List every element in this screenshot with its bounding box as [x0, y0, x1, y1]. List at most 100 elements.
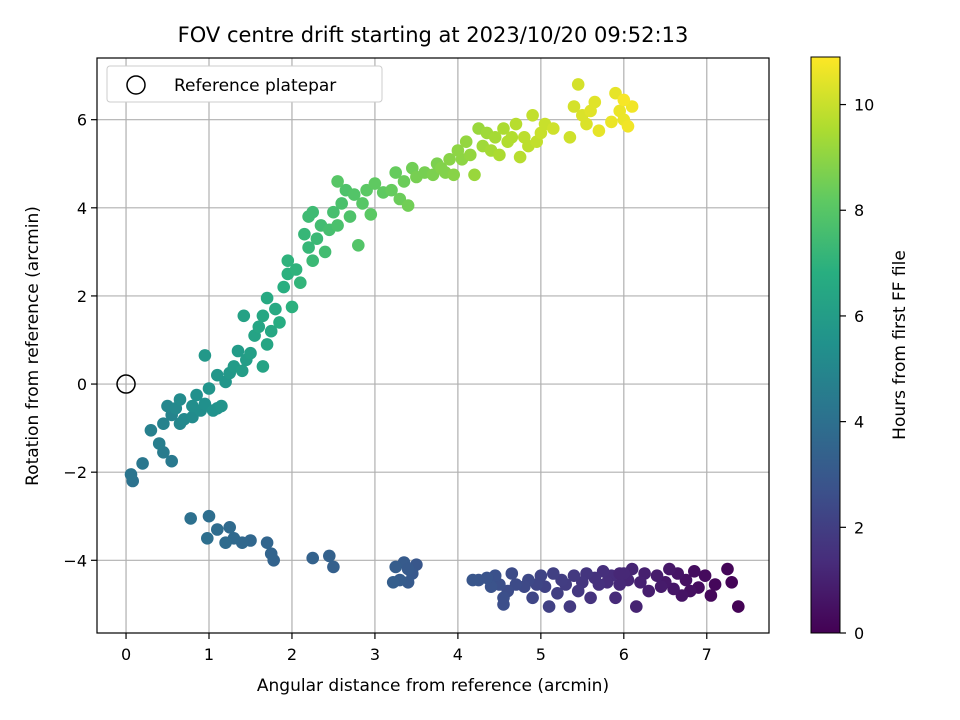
data-point — [642, 584, 655, 598]
y-tick-label: 4 — [77, 199, 87, 218]
data-point — [497, 122, 510, 135]
grid-lines — [97, 58, 769, 633]
data-point — [323, 549, 336, 563]
data-point — [567, 569, 581, 582]
data-point — [509, 117, 523, 131]
data-point — [401, 199, 415, 212]
x-tick-label: 7 — [702, 645, 712, 664]
colorbar: 0 2 4 6 8 10 Hours from first FF file — [810, 56, 910, 643]
data-point — [704, 589, 718, 602]
colorbar-gradient — [810, 56, 841, 634]
data-point — [567, 100, 581, 113]
data-point — [202, 509, 216, 523]
data-point — [331, 175, 344, 188]
data-point — [269, 302, 282, 316]
data-point — [202, 382, 216, 395]
y-tick-label: −4 — [63, 551, 87, 570]
data-point — [347, 188, 361, 201]
data-point — [526, 591, 539, 605]
data-point — [542, 600, 556, 613]
y-tick-label: 0 — [77, 375, 87, 394]
data-point — [343, 210, 357, 223]
data-point — [352, 239, 365, 252]
data-point — [223, 521, 236, 534]
data-point — [252, 320, 266, 334]
colorbar-ticks: 0 2 4 6 8 10 — [840, 96, 874, 643]
colorbar-tick-label: 10 — [854, 96, 874, 115]
data-point — [124, 468, 138, 481]
data-point — [264, 324, 278, 338]
data-point — [157, 417, 170, 431]
data-point — [281, 254, 295, 267]
colorbar-tick-label: 0 — [854, 624, 864, 643]
data-point — [464, 148, 477, 162]
data-point — [306, 254, 320, 267]
data-point — [617, 93, 631, 107]
x-tick-label: 2 — [287, 645, 297, 664]
x-tick-label: 6 — [619, 645, 629, 664]
data-point — [488, 131, 502, 144]
data-point — [513, 150, 527, 164]
data-point — [721, 562, 734, 576]
data-point — [443, 153, 456, 166]
legend: Reference platepar — [106, 65, 383, 103]
data-point — [152, 437, 166, 450]
data-point — [613, 567, 626, 580]
data-point — [327, 560, 340, 574]
data-points — [124, 78, 745, 613]
data-point — [136, 457, 149, 470]
data-point — [302, 241, 315, 254]
x-tick-label: 1 — [204, 645, 214, 664]
data-point — [231, 344, 245, 358]
data-point — [588, 95, 602, 109]
data-point — [219, 536, 232, 549]
colorbar-tick-label: 8 — [854, 201, 864, 220]
data-point — [273, 316, 286, 329]
data-point — [571, 584, 585, 598]
data-point — [289, 263, 303, 276]
data-point — [563, 131, 577, 144]
data-point — [547, 567, 560, 580]
data-point — [190, 388, 203, 402]
data-point — [318, 245, 332, 259]
data-point — [725, 576, 738, 589]
data-point — [609, 591, 622, 605]
data-point — [698, 569, 712, 582]
data-point — [260, 291, 274, 305]
reference-platepar-marker — [116, 374, 136, 394]
y-tick-label: 2 — [77, 287, 87, 306]
data-point — [298, 227, 311, 241]
data-point — [184, 512, 197, 525]
data-point — [563, 600, 577, 613]
data-point — [663, 562, 676, 576]
legend-box — [106, 65, 383, 103]
data-point — [397, 175, 411, 188]
data-point — [605, 115, 618, 129]
data-point — [264, 547, 278, 560]
colorbar-tick-label: 4 — [854, 413, 864, 432]
data-point — [294, 276, 307, 290]
data-point — [235, 364, 249, 378]
data-point — [526, 109, 539, 122]
x-tick-label: 0 — [121, 645, 131, 664]
data-point — [468, 168, 481, 182]
data-point — [385, 183, 398, 197]
legend-label: Reference platepar — [174, 76, 336, 96]
data-point — [389, 166, 403, 179]
data-point — [630, 600, 643, 613]
data-point — [613, 578, 626, 591]
data-point — [215, 399, 228, 413]
data-point — [201, 532, 214, 545]
data-point — [708, 578, 722, 591]
data-point — [165, 454, 178, 468]
data-point — [634, 576, 647, 589]
data-point — [285, 300, 299, 314]
data-point — [505, 567, 519, 580]
data-point — [335, 197, 349, 210]
data-point — [244, 346, 257, 360]
colorbar-tick-label: 6 — [854, 307, 864, 326]
data-point — [237, 309, 251, 323]
data-point — [621, 120, 635, 133]
data-point — [277, 280, 291, 294]
